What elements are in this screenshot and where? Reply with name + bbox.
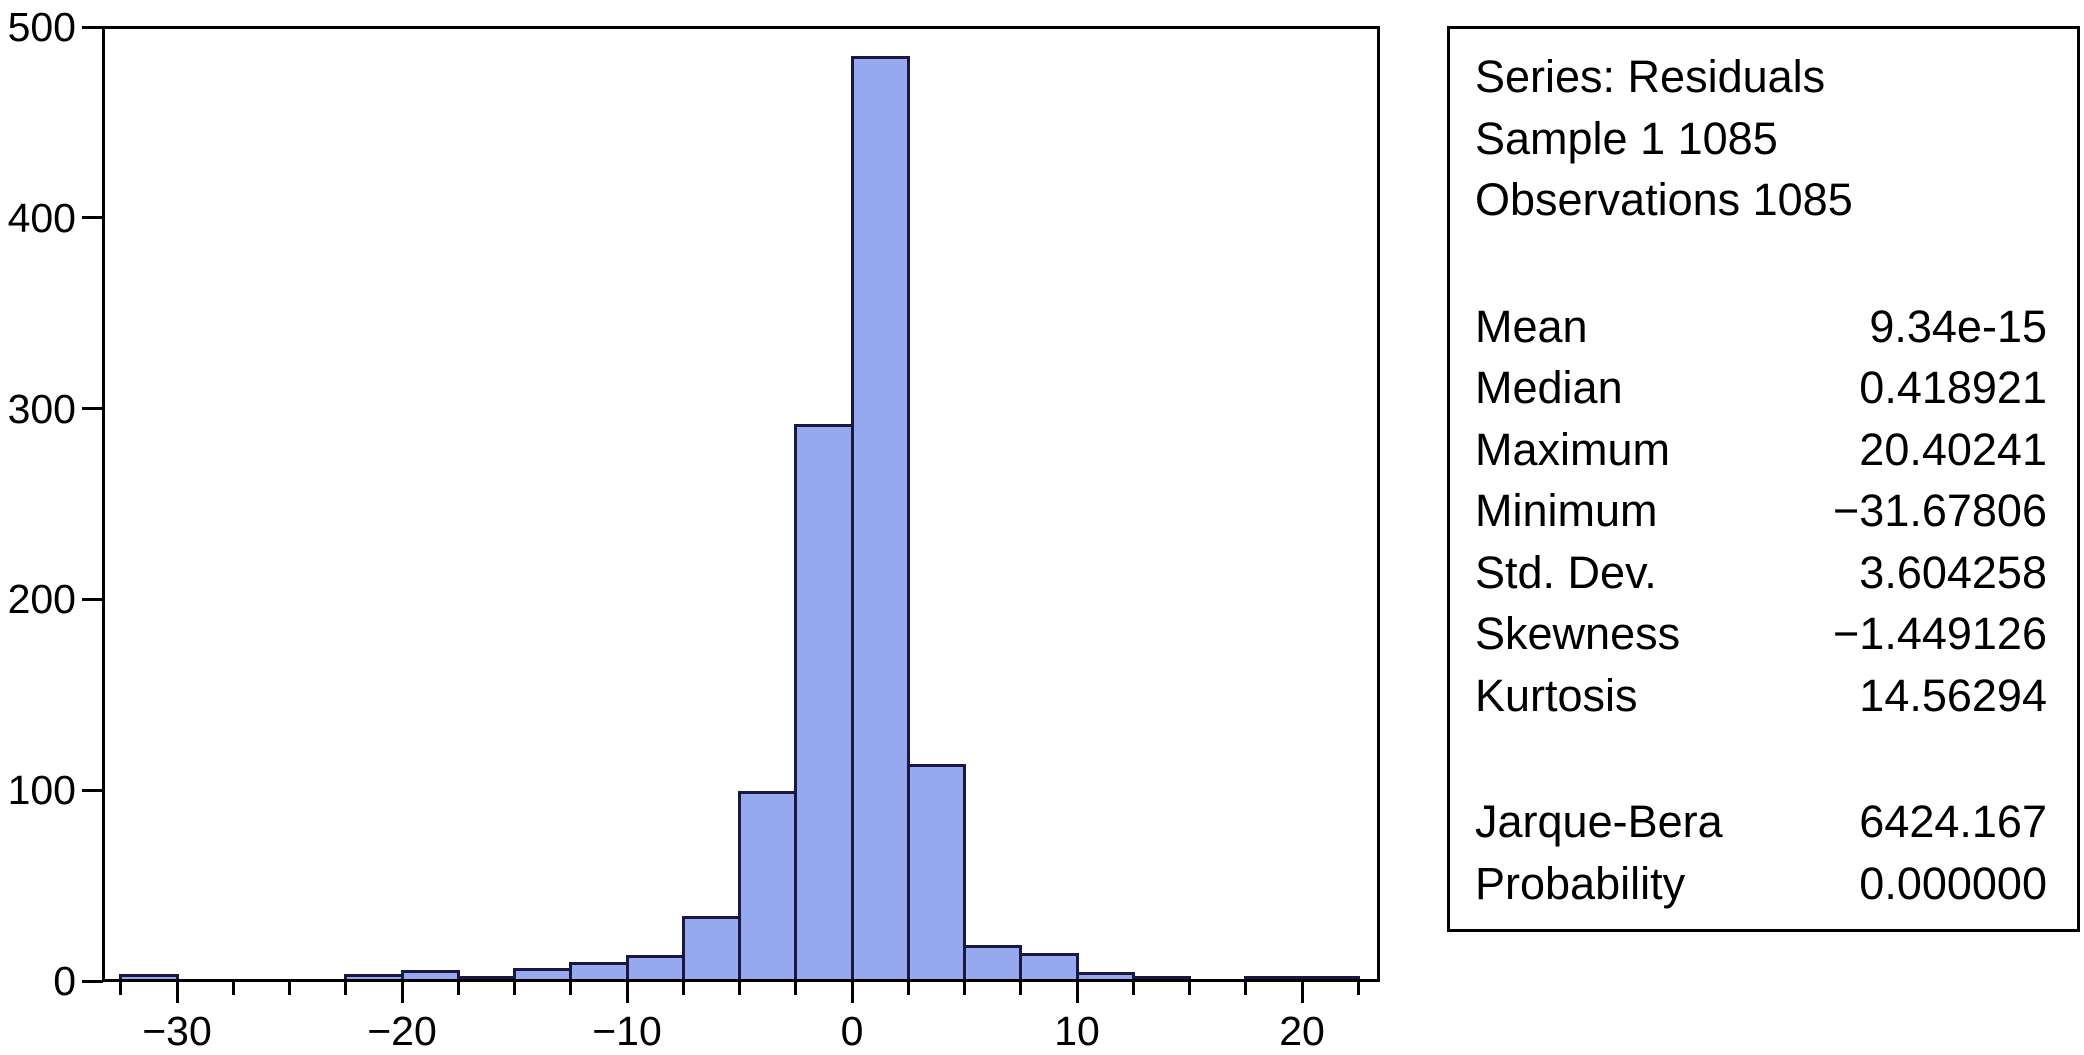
x-minor-tick (794, 982, 798, 995)
x-minor-tick (906, 982, 910, 995)
stats-spacer-row (1475, 231, 2047, 296)
histogram-bar (850, 55, 910, 981)
x-major-tick (1300, 982, 1304, 1003)
stat-label: Kurtosis (1475, 669, 1638, 721)
x-tick-label: 0 (840, 1008, 864, 1054)
stats-box: Series: Residuals Sample 1 1085 Observatio… (1447, 26, 2080, 932)
histogram-bar (513, 967, 573, 981)
x-minor-tick (738, 982, 741, 995)
histogram-bar (625, 954, 685, 981)
stat-value: 9.34e-15 (1869, 300, 2047, 352)
stat-label: Observations 1085 (1475, 174, 1853, 225)
stat-label: Mean (1475, 300, 1588, 352)
histogram-bar (963, 945, 1023, 981)
stat-label: Maximum (1475, 423, 1671, 475)
x-major-tick (175, 982, 179, 1003)
y-tick (82, 597, 103, 601)
stat-label: Median (1475, 362, 1623, 413)
y-tick (82, 407, 103, 411)
stats-rows: Series: Residuals Sample 1 1085 Observatio… (1475, 46, 2047, 914)
x-minor-tick (569, 982, 573, 995)
x-major-tick (1075, 982, 1079, 1003)
stats-row: Minimum −31.67806 (1475, 480, 2047, 542)
y-tick (82, 216, 103, 220)
stat-value: −1.449126 (1833, 608, 2047, 659)
histogram-bar (344, 973, 404, 981)
y-tick-label: 300 (7, 385, 76, 432)
y-tick (82, 979, 103, 983)
stats-row: Maximum 20.40241 (1475, 419, 2047, 481)
stat-label: Probability (1475, 857, 1686, 909)
x-minor-tick (288, 982, 291, 995)
y-tick-label: 400 (7, 194, 76, 241)
stats-row: Skewness −1.449126 (1475, 603, 2047, 665)
x-minor-tick (231, 982, 235, 995)
stats-row: Probability 0.000000 (1475, 853, 2047, 915)
x-tick-label: −30 (142, 1008, 212, 1054)
y-tick-label: 200 (7, 576, 76, 623)
histogram-bar (119, 973, 179, 981)
stat-label: Jarque-Bera (1475, 796, 1723, 847)
y-tick (82, 25, 103, 29)
stats-row: Std. Dev. 3.604258 (1475, 542, 2047, 604)
histogram-bar (1244, 975, 1304, 981)
stats-row: Series: Residuals (1475, 46, 2047, 108)
x-tick-label: −20 (367, 1008, 437, 1054)
stat-value: 3.604258 (1859, 546, 2047, 598)
stats-row: Kurtosis 14.56294 (1475, 665, 2047, 727)
stats-row: Observations 1085 (1475, 169, 2047, 231)
histogram-bar (1300, 975, 1360, 981)
stat-label: Std. Dev. (1475, 546, 1657, 598)
stat-value: 20.40241 (1859, 423, 2047, 475)
x-tick-label: 10 (1054, 1008, 1100, 1054)
stat-value: 0.000000 (1859, 857, 2047, 909)
x-minor-tick (344, 982, 348, 995)
histogram-bar (794, 424, 854, 981)
stats-row: Mean 9.34e-15 (1475, 296, 2047, 358)
stat-label: Series: Residuals (1475, 51, 1826, 102)
y-tick-label: 100 (7, 767, 76, 814)
stat-value: 14.56294 (1859, 669, 2047, 721)
y-tick-label: 0 (53, 958, 76, 1004)
x-major-tick (400, 982, 404, 1003)
x-tick-label: 20 (1279, 1008, 1325, 1054)
stat-label: Skewness (1475, 608, 1681, 659)
histogram-bar (569, 962, 629, 981)
stat-label: Sample 1 1085 (1475, 112, 1778, 164)
histogram-bar (1019, 952, 1079, 981)
histogram-bar (1131, 975, 1191, 981)
y-tick (82, 788, 103, 792)
stats-spacer-row (1475, 726, 2047, 791)
x-minor-tick (963, 982, 966, 995)
x-minor-tick (1244, 982, 1248, 995)
histogram-bar (1075, 971, 1135, 981)
x-minor-tick (456, 982, 460, 995)
histogram-bar (738, 790, 798, 981)
histogram-bar (906, 763, 966, 981)
stats-row: Median 0.418921 (1475, 357, 2047, 419)
stats-row: Sample 1 1085 (1475, 108, 2047, 170)
x-major-tick (850, 982, 854, 1003)
x-minor-tick (1356, 982, 1360, 995)
histogram-bar (681, 916, 741, 981)
histogram-bar (400, 969, 460, 981)
x-minor-tick (119, 982, 123, 995)
stat-value: 0.418921 (1859, 362, 2047, 413)
x-minor-tick (513, 982, 516, 995)
x-minor-tick (681, 982, 685, 995)
x-tick-label: −10 (592, 1008, 662, 1054)
stat-label: Minimum (1475, 485, 1658, 536)
x-major-tick (625, 982, 629, 1003)
stat-value: −31.67806 (1833, 485, 2047, 536)
stats-row: Jarque-Bera 6424.167 (1475, 791, 2047, 853)
x-minor-tick (1188, 982, 1191, 995)
x-minor-tick (1131, 982, 1135, 995)
stat-value: 6424.167 (1859, 796, 2047, 847)
y-tick-label: 500 (7, 4, 76, 50)
x-minor-tick (1019, 982, 1023, 995)
histogram-bar (456, 975, 516, 981)
